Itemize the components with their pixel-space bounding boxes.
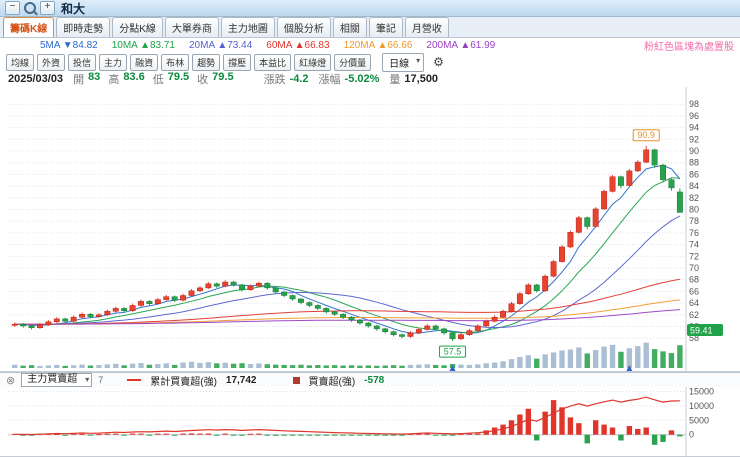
close-icon[interactable]: ⊗ <box>6 374 16 387</box>
svg-text:86: 86 <box>689 169 699 179</box>
tab-4[interactable]: 主力地圖 <box>220 17 275 37</box>
gear-icon[interactable]: ⚙ <box>433 55 444 69</box>
toolbar-button-6[interactable]: 趨勢 <box>192 53 221 71</box>
ohlc-label-1: 高 <box>108 74 120 86</box>
bar-legend-label: 買賣超(強) <box>308 376 356 388</box>
svg-text:76: 76 <box>689 228 699 238</box>
svg-text:62: 62 <box>689 310 699 320</box>
ma-legend-item-5MA: 5MA ▼84.82 <box>40 40 98 51</box>
ohlc-label-3: 收 <box>197 74 209 86</box>
tab-2[interactable]: 分點K線 <box>112 17 163 37</box>
line-legend-swatch <box>127 379 142 381</box>
tab-3[interactable]: 大單券商 <box>164 17 219 37</box>
change-pct-value: -5.02% <box>344 73 380 85</box>
zoom-in-button[interactable]: + <box>40 1 55 15</box>
svg-text:98: 98 <box>689 99 699 109</box>
magnifier-icon[interactable] <box>24 2 36 14</box>
ma-legend-bar: 5MA ▼84.82 10MA ▲83.71 20MA ▲73.44 60MA ▲66… <box>0 38 740 53</box>
toolbar-button-1[interactable]: 外資 <box>37 53 66 71</box>
toolbar-button-8[interactable]: 本益比 <box>254 53 292 71</box>
svg-text:0: 0 <box>689 430 694 440</box>
volume-label: 量 <box>389 74 401 86</box>
period-label: 日線 <box>389 58 410 70</box>
tab-8[interactable]: 月營收 <box>404 17 449 37</box>
svg-text:59.41: 59.41 <box>690 325 713 335</box>
toolbar-button-5[interactable]: 布林 <box>161 53 190 71</box>
indicator-panel-header: ⊗ 主力買賣超 ▾ 7 累計買賣超(強) 17,742 買賣超(強) -578 <box>0 372 740 388</box>
svg-text:58: 58 <box>689 333 699 343</box>
ma-legend-item-120MA: 120MA ▲66.66 <box>343 40 413 51</box>
svg-text:68: 68 <box>689 275 699 285</box>
tab-0[interactable]: 籌碼K線 <box>3 17 55 37</box>
ohlc-value-1: 83.6 <box>123 71 145 83</box>
change-pct-label: 漲幅 <box>318 74 341 86</box>
svg-text:80: 80 <box>689 205 699 215</box>
svg-text:10000: 10000 <box>689 401 714 411</box>
toolbar-button-4[interactable]: 融資 <box>130 53 159 71</box>
ma-legend-item-20MA: 20MA ▲73.44 <box>189 40 253 51</box>
ma-legend-item-60MA: 60MA ▲66.83 <box>266 40 330 51</box>
toolbar-button-10[interactable]: 分價量 <box>334 53 372 71</box>
indicator-count: 7 <box>98 375 104 385</box>
svg-text:5000: 5000 <box>689 415 709 425</box>
indicator-selector-label: 主力買賣超 <box>27 374 78 385</box>
chevron-down-icon: ▾ <box>85 375 90 384</box>
main-chart[interactable]: 5860626466687072747678808284868890929496… <box>0 87 740 372</box>
svg-text:74: 74 <box>689 240 699 250</box>
volume-value: 17,500 <box>404 73 439 85</box>
ma-legend-item-200MA: 200MA ▲61.99 <box>426 40 496 51</box>
bar-legend-swatch <box>292 376 300 384</box>
zoom-out-button[interactable]: − <box>5 1 20 15</box>
svg-text:72: 72 <box>689 251 699 261</box>
change-value: -4.2 <box>289 73 309 85</box>
tab-5[interactable]: 個股分析 <box>276 17 331 37</box>
period-dropdown[interactable]: 日線 ▾ <box>382 52 425 72</box>
pink-note: 粉紅色區塊為處置股 <box>644 42 734 53</box>
toolbar: 均線 外資 投信 主力 融資 布林 趨勢 撐壓 本益比 紅綠燈 分價量 日線 ▾ ⚙ <box>0 52 740 72</box>
svg-text:96: 96 <box>689 111 699 121</box>
svg-text:66: 66 <box>689 286 699 296</box>
chevron-down-icon: ▾ <box>416 55 421 65</box>
change-label: 漲跌 <box>263 74 286 86</box>
ma-legend-item-10MA: 10MA ▲83.71 <box>111 40 175 51</box>
svg-text:88: 88 <box>689 158 699 168</box>
svg-text:92: 92 <box>689 134 699 144</box>
svg-text:84: 84 <box>689 181 699 191</box>
tab-7[interactable]: 筆記 <box>368 17 403 37</box>
tab-1[interactable]: 即時走勢 <box>56 17 111 37</box>
toolbar-button-2[interactable]: 投信 <box>68 53 97 71</box>
bar-legend-value: -578 <box>364 374 385 386</box>
svg-text:82: 82 <box>689 193 699 203</box>
svg-text:90: 90 <box>689 146 699 156</box>
ohlc-value-2: 79.5 <box>167 71 190 83</box>
tab-bar: 籌碼K線 即時走勢 分點K線 大單券商 主力地圖 個股分析 相關 筆記 月營收 <box>0 17 740 38</box>
tab-6[interactable]: 相關 <box>332 17 367 37</box>
bottom-chart[interactable]: 0 5000 10000 15000 <box>0 387 740 457</box>
ohlc-label-2: 低 <box>152 74 164 86</box>
ohlc-label-0: 開 <box>73 74 85 86</box>
svg-text:15000: 15000 <box>689 387 714 396</box>
svg-text:94: 94 <box>689 123 699 133</box>
date-label: 2025/03/03 <box>8 73 64 85</box>
ohlc-value-3: 79.5 <box>212 71 234 83</box>
svg-text:57.5: 57.5 <box>444 347 462 357</box>
indicator-selector[interactable]: 主力買賣超 ▾ <box>21 373 93 387</box>
toolbar-button-3[interactable]: 主力 <box>99 53 128 71</box>
svg-text:64: 64 <box>689 298 699 308</box>
info-bar: 2025/03/03 開 83 高 83.6 低 79.5 收 79.5 漲跌 -4.2 漲幅… <box>0 71 740 87</box>
svg-text:78: 78 <box>689 216 699 226</box>
svg-text:90.9: 90.9 <box>637 130 655 140</box>
ohlc-value-0: 83 <box>88 71 101 83</box>
line-legend-value: 17,742 <box>225 374 257 386</box>
toolbar-button-0[interactable]: 均線 <box>6 53 35 71</box>
svg-text:70: 70 <box>689 263 699 273</box>
stock-name: 和大 <box>61 1 86 16</box>
toolbar-button-9[interactable]: 紅綠燈 <box>294 53 332 71</box>
toolbar-button-7[interactable]: 撐壓 <box>223 53 252 71</box>
line-legend-label: 累計買賣超(強) <box>150 376 217 388</box>
title-bar: − + 和大 <box>0 0 740 17</box>
